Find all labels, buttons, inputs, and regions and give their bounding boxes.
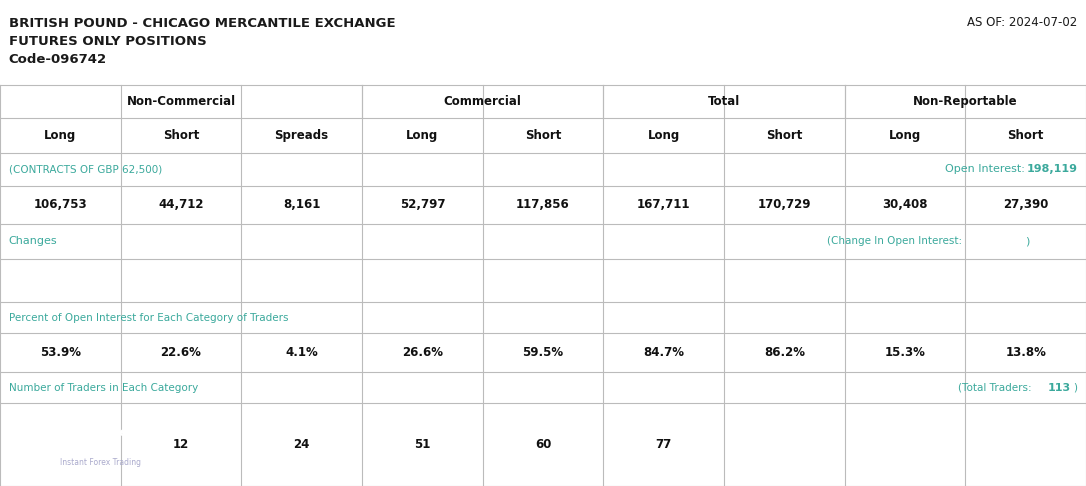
Text: 52,797: 52,797 xyxy=(400,198,445,211)
Text: ): ) xyxy=(1025,236,1030,246)
Text: instaforex: instaforex xyxy=(65,426,137,439)
Text: Number of Traders in Each Category: Number of Traders in Each Category xyxy=(9,382,198,393)
Text: 86.2%: 86.2% xyxy=(763,346,805,359)
Text: Long: Long xyxy=(647,129,680,142)
Text: 22.6%: 22.6% xyxy=(161,346,201,359)
Text: (CONTRACTS OF GBP 62,500): (CONTRACTS OF GBP 62,500) xyxy=(9,164,162,174)
Text: (Total Traders:: (Total Traders: xyxy=(958,382,1035,393)
Text: Changes: Changes xyxy=(9,236,58,246)
Text: ✻: ✻ xyxy=(11,424,33,449)
Text: 106,753: 106,753 xyxy=(34,198,87,211)
Text: Long: Long xyxy=(45,129,76,142)
Text: Total: Total xyxy=(708,95,741,108)
Text: -9,578: -9,578 xyxy=(976,236,1013,246)
Text: 30,408: 30,408 xyxy=(882,198,927,211)
Text: Percent of Open Interest for Each Category of Traders: Percent of Open Interest for Each Catego… xyxy=(9,312,288,323)
Text: FUTURES ONLY POSITIONS: FUTURES ONLY POSITIONS xyxy=(9,35,206,48)
Text: 15.3%: 15.3% xyxy=(885,346,925,359)
Text: +3,333: +3,333 xyxy=(522,276,564,285)
Text: Long: Long xyxy=(888,129,921,142)
Text: 84.7%: 84.7% xyxy=(643,346,684,359)
Text: (Change In Open Interest:: (Change In Open Interest: xyxy=(828,236,965,246)
Text: -9,737: -9,737 xyxy=(766,276,803,285)
Text: AS OF: 2024-07-02: AS OF: 2024-07-02 xyxy=(967,16,1077,29)
Text: 60: 60 xyxy=(534,438,552,451)
Text: Commercial: Commercial xyxy=(444,95,521,108)
Text: Short: Short xyxy=(1008,129,1044,142)
Text: 170,729: 170,729 xyxy=(758,198,811,211)
Text: 117,856: 117,856 xyxy=(516,198,570,211)
Text: 51: 51 xyxy=(414,438,430,451)
Text: ⊞ View Historical Data: ⊞ View Historical Data xyxy=(898,46,1030,56)
Text: 44,712: 44,712 xyxy=(159,198,204,211)
Text: +2,199: +2,199 xyxy=(884,276,925,285)
Text: 12: 12 xyxy=(173,438,189,451)
Text: 167,711: 167,711 xyxy=(636,198,691,211)
Text: Long: Long xyxy=(406,129,439,142)
Text: Non-Commercial: Non-Commercial xyxy=(126,95,236,108)
Text: Short: Short xyxy=(525,129,561,142)
Text: Short: Short xyxy=(163,129,199,142)
Text: Instant Forex Trading: Instant Forex Trading xyxy=(61,458,141,468)
Text: 13.8%: 13.8% xyxy=(1006,346,1046,359)
Text: 26.6%: 26.6% xyxy=(402,346,443,359)
Text: Spreads: Spreads xyxy=(275,129,329,142)
Text: 4.1%: 4.1% xyxy=(286,346,318,359)
Text: 59.5%: 59.5% xyxy=(522,346,564,359)
Text: BRITISH POUND - CHICAGO MERCANTILE EXCHANGE: BRITISH POUND - CHICAGO MERCANTILE EXCHA… xyxy=(9,17,395,30)
Text: ): ) xyxy=(1073,382,1077,393)
Text: -11,777: -11,777 xyxy=(641,276,686,285)
Text: 113: 113 xyxy=(1048,382,1071,393)
Text: 24: 24 xyxy=(293,438,310,451)
Text: +4,206: +4,206 xyxy=(39,276,81,285)
Text: 27,390: 27,390 xyxy=(1003,198,1048,211)
Text: +717: +717 xyxy=(287,276,317,285)
Text: -13,787: -13,787 xyxy=(159,276,203,285)
Text: +159: +159 xyxy=(1010,276,1040,285)
Text: 198,119: 198,119 xyxy=(1026,164,1077,174)
Text: 77: 77 xyxy=(656,438,672,451)
Text: Non-Reportable: Non-Reportable xyxy=(913,95,1018,108)
Text: 53.9%: 53.9% xyxy=(40,346,80,359)
Text: Open Interest:: Open Interest: xyxy=(945,164,1028,174)
Text: Code-096742: Code-096742 xyxy=(9,53,106,67)
Text: 8,161: 8,161 xyxy=(283,198,320,211)
Text: -16,700: -16,700 xyxy=(400,276,444,285)
Text: Short: Short xyxy=(766,129,803,142)
